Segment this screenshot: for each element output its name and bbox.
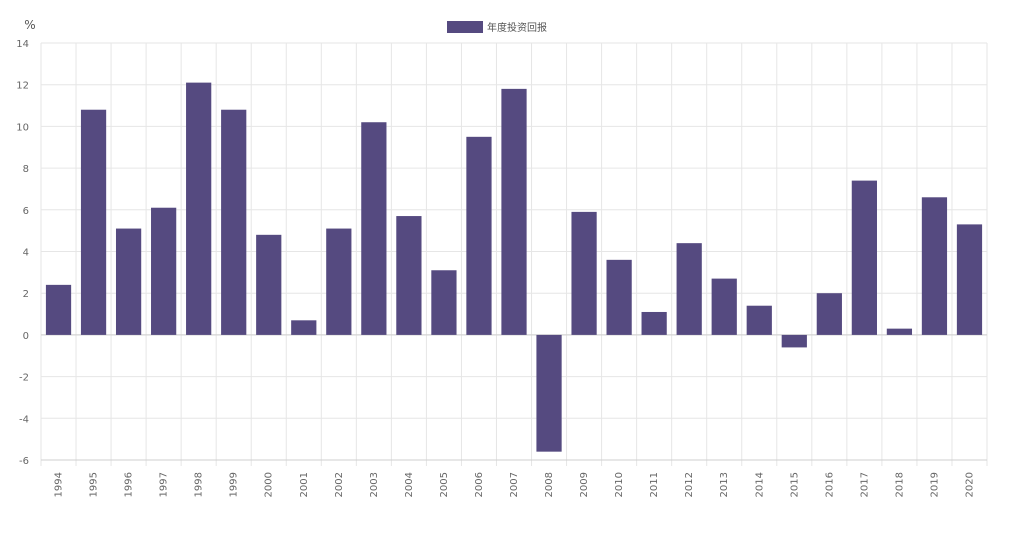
x-tick-label: 1999 <box>229 472 240 497</box>
bar-2006[interactable] <box>466 136 492 335</box>
x-tick-label: 1996 <box>124 472 135 497</box>
x-tick-label: 1998 <box>194 472 205 497</box>
x-tick-label: 2000 <box>264 472 275 497</box>
bar-2008[interactable] <box>536 334 562 452</box>
x-tick-label: 2004 <box>404 472 415 497</box>
bar-2017[interactable] <box>851 180 877 335</box>
x-tick-label: 2010 <box>614 472 625 497</box>
x-tick-label: 2018 <box>894 472 905 497</box>
legend-label: 年度投资回报 <box>487 21 547 34</box>
y-tick-label: 6 <box>23 206 29 217</box>
bar-2009[interactable] <box>571 211 597 335</box>
y-axis-ticks: 14 12 10 8 6 4 2 0 -2 -4 -6 <box>16 39 29 467</box>
legend[interactable]: 年度投资回报 <box>447 21 547 34</box>
bar-2010[interactable] <box>606 259 632 335</box>
x-tick-label: 2006 <box>474 472 485 497</box>
bar-2012[interactable] <box>676 243 702 335</box>
y-tick-label: 2 <box>23 289 29 300</box>
bar-2000[interactable] <box>256 234 282 335</box>
x-tick-label: 2012 <box>684 472 695 497</box>
x-tick-label: 2020 <box>964 472 975 497</box>
bar-2020[interactable] <box>956 224 983 335</box>
bar-2018[interactable] <box>886 328 913 335</box>
x-tick-label: 2017 <box>859 472 870 497</box>
bar-2011[interactable] <box>641 311 667 335</box>
bar-2005[interactable] <box>431 270 457 335</box>
x-tick-label: 2008 <box>544 472 555 497</box>
x-tick-label: 2019 <box>929 472 940 497</box>
bar-2003[interactable] <box>361 122 387 335</box>
x-tick-label: 1997 <box>159 472 170 497</box>
bar-2013[interactable] <box>711 278 737 335</box>
bar-1994[interactable] <box>45 284 72 335</box>
bar-1999[interactable] <box>221 109 247 335</box>
legend-swatch <box>447 21 483 33</box>
y-tick-label: 12 <box>16 81 29 92</box>
bars <box>45 82 983 452</box>
y-tick-label: -6 <box>19 456 29 467</box>
x-tick-label: 2001 <box>299 472 310 497</box>
y-tick-label: -2 <box>19 373 29 384</box>
bar-2007[interactable] <box>501 88 527 335</box>
y-tick-label: 14 <box>16 39 29 50</box>
x-tick-label: 2005 <box>439 472 450 497</box>
x-tick-label: 1995 <box>89 472 100 497</box>
bar-2014[interactable] <box>746 305 772 335</box>
bar-1995[interactable] <box>80 109 107 335</box>
bar-1997[interactable] <box>151 207 177 335</box>
bar-2002[interactable] <box>326 228 352 335</box>
x-tick-label: 2002 <box>334 472 345 497</box>
bar-2004[interactable] <box>396 216 422 335</box>
x-tick-label: 2013 <box>719 472 730 497</box>
x-axis-ticks: 1994 1995 1996 1997 1998 1999 2000 2001 2002 2003… <box>54 472 976 497</box>
y-axis-unit: % <box>24 18 35 32</box>
bar-2016[interactable] <box>816 293 842 335</box>
bar-2015[interactable] <box>781 334 807 348</box>
y-tick-label: -4 <box>19 414 29 425</box>
x-tick-label: 2003 <box>369 472 380 497</box>
x-tick-label: 2016 <box>824 472 835 497</box>
x-tick-label: 2011 <box>649 472 660 497</box>
bar-1998[interactable] <box>186 82 212 335</box>
bar-2001[interactable] <box>291 320 317 335</box>
x-tick-label: 2014 <box>754 472 765 497</box>
y-tick-label: 10 <box>16 122 29 133</box>
x-tick-label: 1994 <box>54 472 65 497</box>
x-tick-label: 2009 <box>579 472 590 497</box>
bar-2019[interactable] <box>921 197 948 335</box>
x-tick-label: 2007 <box>509 472 520 497</box>
bar-1996[interactable] <box>115 228 142 335</box>
y-tick-label: 4 <box>23 248 29 259</box>
y-tick-label: 0 <box>23 331 29 342</box>
y-tick-label: 8 <box>23 164 29 175</box>
x-tick-label: 2015 <box>789 472 800 497</box>
